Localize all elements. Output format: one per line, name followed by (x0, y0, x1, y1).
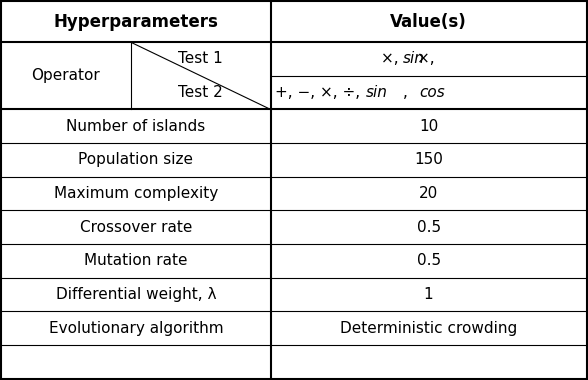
Text: ×,: ×, (417, 51, 440, 66)
Text: Evolutionary algorithm: Evolutionary algorithm (49, 321, 223, 336)
Text: cos: cos (419, 85, 445, 100)
Text: 150: 150 (414, 152, 443, 168)
Text: Mutation rate: Mutation rate (84, 253, 188, 268)
Text: Test 1: Test 1 (178, 51, 223, 66)
Text: 0.5: 0.5 (416, 253, 440, 268)
Text: Hyperparameters: Hyperparameters (54, 13, 218, 31)
Text: 20: 20 (419, 186, 438, 201)
Text: 0.5: 0.5 (416, 220, 440, 235)
Text: Value(s): Value(s) (390, 13, 467, 31)
Text: sin: sin (403, 51, 425, 66)
Text: Number of islands: Number of islands (66, 119, 206, 134)
Text: Deterministic crowding: Deterministic crowding (340, 321, 517, 336)
Text: Crossover rate: Crossover rate (80, 220, 192, 235)
Text: Population size: Population size (78, 152, 193, 168)
Text: ,: , (403, 85, 413, 100)
Text: +, −, ×, ÷,: +, −, ×, ÷, (275, 85, 365, 100)
Text: Test 2: Test 2 (178, 85, 223, 100)
Text: sin: sin (365, 85, 387, 100)
Text: Differential weight, λ: Differential weight, λ (56, 287, 216, 302)
Text: Maximum complexity: Maximum complexity (54, 186, 218, 201)
Text: ×,: ×, (381, 51, 403, 66)
Text: 1: 1 (424, 287, 433, 302)
Text: Operator: Operator (32, 68, 101, 83)
Text: 10: 10 (419, 119, 438, 134)
